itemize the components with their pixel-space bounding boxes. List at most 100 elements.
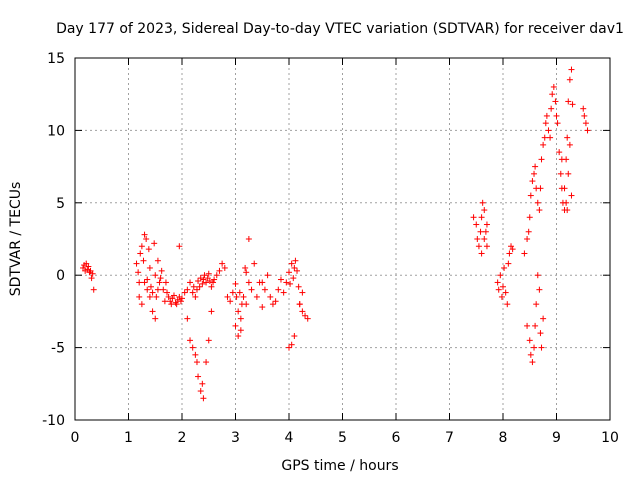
data-point	[568, 192, 575, 199]
data-point	[184, 286, 191, 293]
data-point	[292, 257, 299, 264]
data-point	[216, 267, 223, 274]
x-tick-label: 9	[552, 430, 561, 446]
data-point	[240, 293, 247, 300]
data-point	[147, 283, 154, 290]
data-point	[500, 283, 506, 290]
data-point	[210, 279, 217, 286]
data-point	[154, 286, 161, 293]
data-point	[237, 315, 244, 322]
data-point	[137, 250, 144, 257]
y-axis-label: SDTVAR / TECUs	[8, 182, 24, 297]
y-tick-label: -5	[51, 341, 65, 357]
data-point	[564, 207, 571, 214]
data-point	[152, 315, 159, 322]
data-point	[504, 301, 511, 308]
data-point	[275, 286, 282, 293]
x-tick-label: 4	[285, 430, 294, 446]
data-point	[208, 308, 215, 315]
data-point	[205, 337, 212, 344]
data-point	[531, 170, 538, 177]
data-point	[541, 134, 548, 141]
data-point	[160, 286, 167, 293]
data-point	[235, 308, 242, 315]
data-point	[506, 250, 513, 257]
data-point	[237, 327, 244, 334]
data-point	[193, 359, 200, 366]
data-point	[554, 120, 561, 127]
data-point	[545, 127, 552, 134]
data-point	[547, 134, 554, 141]
x-tick-label: 5	[338, 430, 347, 446]
data-point	[526, 337, 533, 344]
data-point	[232, 322, 239, 329]
data-point	[211, 276, 218, 283]
data-point	[89, 270, 96, 277]
data-point	[243, 301, 250, 308]
data-point	[475, 243, 482, 250]
data-point	[534, 272, 541, 279]
data-point	[138, 301, 145, 308]
data-point	[288, 260, 295, 267]
data-point	[195, 373, 202, 380]
data-point	[232, 280, 239, 287]
data-point	[277, 276, 284, 283]
data-point	[529, 359, 536, 366]
data-point	[565, 98, 572, 105]
data-point	[483, 243, 490, 250]
data-point	[531, 344, 538, 351]
data-point	[90, 286, 97, 293]
data-point	[197, 388, 204, 395]
data-point	[213, 272, 220, 279]
data-point	[236, 289, 243, 296]
data-point	[580, 105, 587, 112]
data-point	[149, 289, 156, 296]
data-point	[145, 246, 152, 253]
data-point	[206, 277, 213, 284]
data-point	[526, 214, 533, 221]
data-point	[558, 156, 565, 163]
data-point	[479, 199, 486, 206]
data-point	[203, 279, 210, 286]
data-point	[552, 98, 559, 105]
data-point	[482, 228, 489, 235]
y-tick-label: 0	[56, 268, 65, 284]
data-point	[187, 337, 194, 344]
data-point	[481, 207, 488, 214]
data-point	[299, 289, 306, 296]
data-point	[227, 298, 234, 305]
data-point	[233, 293, 240, 300]
data-point	[177, 298, 184, 305]
x-tick-label: 8	[499, 430, 508, 446]
data-point	[532, 163, 539, 170]
data-point	[168, 301, 175, 308]
data-point	[529, 178, 536, 185]
data-point	[133, 260, 140, 267]
data-point	[538, 344, 545, 351]
data-point	[470, 214, 477, 221]
data-point	[248, 286, 255, 293]
data-point	[543, 112, 550, 119]
data-point	[302, 312, 309, 319]
data-point	[158, 267, 165, 274]
data-point	[299, 308, 306, 315]
data-point	[190, 283, 197, 290]
data-point	[288, 341, 295, 348]
data-point	[533, 301, 540, 308]
data-point	[151, 240, 158, 247]
data-point	[195, 277, 202, 284]
data-point	[141, 231, 148, 238]
data-point	[251, 260, 258, 267]
data-point	[229, 289, 236, 296]
data-point	[532, 322, 539, 329]
data-point	[290, 275, 297, 282]
x-tick-label: 2	[178, 430, 187, 446]
data-point	[524, 322, 531, 329]
data-point	[235, 333, 242, 340]
data-point	[540, 141, 547, 148]
data-point	[542, 120, 549, 127]
data-point	[582, 120, 589, 127]
data-point	[286, 269, 292, 276]
